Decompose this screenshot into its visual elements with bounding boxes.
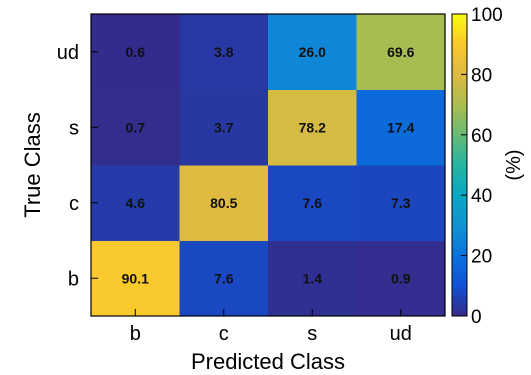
cell-value-label: 3.7 [214,119,234,135]
cell-value-label: 7.3 [391,195,411,211]
cell-value-label: 80.5 [210,195,237,211]
heatmap-cell-ud-ud [356,14,446,90]
cell-value-label: 7.6 [214,270,234,286]
heatmap-cell-b-s [268,240,357,317]
heatmap-cell-c-c [179,165,269,241]
cell-value-label: 69.6 [387,44,414,60]
heatmap-cell-c-b [91,165,180,241]
heatmap-cell-s-s [268,89,357,166]
cell-value-label: 78.2 [299,119,326,135]
heatmap-cells [91,14,446,317]
heatmap-cell-c-s [268,165,357,241]
colorbar-ticks: 0 20 40 60 80 100 [461,5,503,328]
heatmap-cell-b-ud [356,240,446,317]
x-tick-label: s [307,323,317,345]
heatmap-cell-ud-b [91,14,180,90]
x-axis-ticks: b c s ud [130,309,412,345]
colorbar-tick-label: 80 [471,65,492,86]
cell-value-label: 0.9 [391,270,411,286]
y-tick-label: c [69,193,79,215]
cell-value-label: 1.4 [303,270,323,286]
heatmap-cell-labels: 90.1 7.6 1.4 0.9 4.6 80.5 7.6 7.3 0.7 3.7 78.2 17.4… [122,44,415,287]
heatmap-cell-b-b [91,240,180,317]
colorbar-tick-label: 20 [471,247,492,268]
x-tick-label: ud [390,323,412,345]
cell-value-label: 4.6 [126,195,146,211]
y-tick-label: s [69,117,79,139]
heatmap-cell-ud-s [268,14,357,90]
cell-value-label: 26.0 [299,44,326,60]
colorbar-tick-label: 100 [471,5,503,26]
colorbar-tick-label: 0 [471,307,482,328]
heatmap-cell-s-b [91,89,180,166]
cell-value-label: 0.6 [126,44,146,60]
y-tick-label: b [68,268,79,290]
cell-value-label: 3.8 [214,44,234,60]
heatmap-cell-s-c [179,89,269,166]
y-axis-label: True Class [20,112,45,218]
y-axis-ticks: b c s ud [57,42,98,290]
heatmap-cell-c-ud [356,165,446,241]
cell-value-label: 7.6 [303,195,323,211]
heatmap-cell-s-ud [356,89,446,166]
colorbar [451,13,468,317]
colorbar-tick-label: 60 [471,126,492,147]
cell-value-label: 90.1 [122,270,149,286]
colorbar-tick-label: 40 [471,186,492,207]
y-tick-label: ud [57,42,79,64]
cell-value-label: 17.4 [387,119,414,135]
cell-value-label: 0.7 [126,119,146,135]
colorbar-label: (%) [503,149,525,180]
x-tick-label: c [219,323,229,345]
heatmap-cell-ud-c [179,14,269,90]
x-axis-label: Predicted Class [191,349,345,374]
heatmap-cell-b-c [179,240,269,317]
x-tick-label: b [130,323,141,345]
plot-frame [90,13,446,317]
